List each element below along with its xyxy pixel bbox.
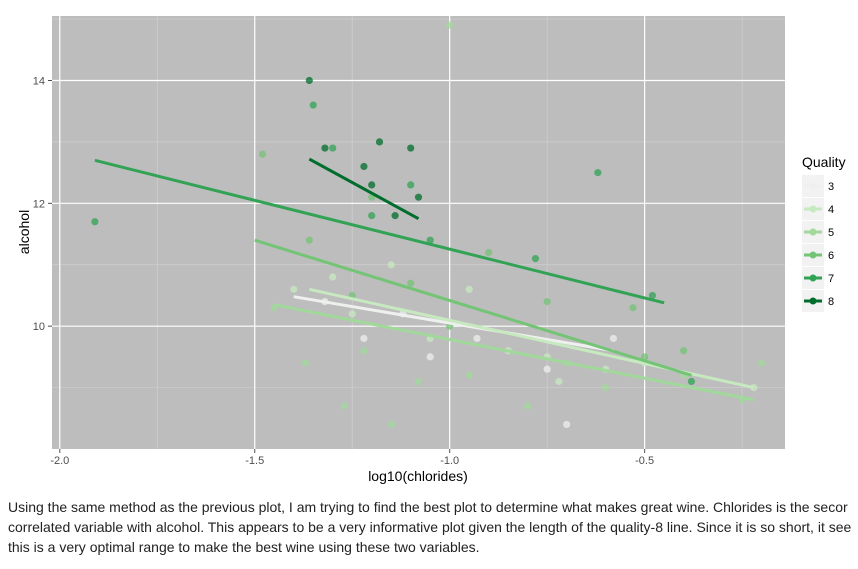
x-tick-label: -0.5: [635, 455, 654, 467]
legend-key-point: [809, 297, 817, 305]
data-point-quality-6: [305, 236, 313, 244]
legend-key-point: [809, 205, 817, 213]
legend-key-point: [809, 274, 817, 282]
legend-label-quality-8: 8: [828, 296, 834, 308]
data-point-quality-4: [465, 285, 473, 293]
data-point-quality-4: [387, 261, 395, 269]
regression-line-quality-5: [273, 303, 755, 402]
regression-line-quality-3: [293, 295, 614, 353]
legend-key-point: [809, 228, 817, 236]
data-point-quality-8: [414, 193, 423, 201]
y-tick-label: 14: [33, 75, 45, 87]
data-point-quality-7: [426, 236, 434, 244]
data-point-quality-6: [485, 248, 493, 257]
data-point-quality-3: [426, 353, 434, 361]
data-point-quality-5: [446, 21, 454, 29]
data-point-quality-7: [91, 218, 99, 226]
data-point-quality-5: [360, 347, 368, 355]
legend-label-quality-5: 5: [828, 227, 834, 239]
legend-label-quality-4: 4: [828, 204, 834, 216]
data-point-quality-5: [602, 383, 610, 392]
data-point-quality-5: [758, 359, 766, 367]
data-point-quality-7: [531, 255, 540, 263]
data-point-quality-3: [360, 334, 368, 343]
x-tick-label: -1.0: [440, 455, 459, 467]
data-point-quality-8: [360, 162, 368, 171]
data-point-quality-4: [348, 310, 356, 318]
legend-title: Quality: [802, 154, 846, 170]
legend-label-quality-7: 7: [828, 273, 834, 285]
x-axis-title: log10(chlorides): [368, 468, 468, 484]
data-point-quality-7: [594, 169, 602, 177]
data-point-quality-6: [680, 347, 688, 355]
data-point-quality-4: [290, 285, 298, 293]
data-point-quality-8: [375, 138, 384, 146]
data-point-quality-5: [465, 371, 473, 379]
data-point-quality-5: [524, 402, 532, 410]
data-point-quality-6: [629, 304, 637, 312]
legend-key-point: [809, 182, 817, 190]
data-point-quality-3: [543, 365, 551, 373]
data-point-quality-8: [305, 76, 313, 85]
y-tick-label: 12: [33, 198, 45, 210]
data-point-quality-4: [329, 273, 337, 281]
data-point-quality-6: [543, 297, 551, 306]
legend-key-point: [809, 251, 817, 259]
regression-line-quality-6: [254, 238, 692, 377]
data-point-quality-8: [391, 212, 399, 220]
data-point-quality-8: [407, 144, 415, 152]
legend-label-quality-6: 6: [828, 250, 834, 262]
data-point-quality-5: [414, 377, 423, 386]
data-point-quality-6: [641, 353, 649, 361]
data-point-quality-7: [648, 291, 657, 300]
x-axis: -2.0 -1.5 -1.0 -0.5: [50, 449, 654, 467]
data-point-quality-7: [407, 181, 415, 189]
regression-lines: [94, 157, 755, 402]
data-point-quality-7: [687, 377, 696, 386]
x-tick-label: -1.5: [245, 455, 264, 467]
data-point-quality-7: [329, 144, 337, 152]
y-tick-label: 10: [33, 321, 45, 333]
data-point-quality-3: [609, 334, 618, 343]
major-grid: [52, 16, 785, 449]
legend: Quality 3 4 5 6 7 8: [802, 154, 846, 312]
description-paragraph: Using the same method as the previous pl…: [8, 499, 852, 555]
data-point-quality-3: [473, 334, 481, 343]
scatter-chart: -2.0 -1.5 -1.0 -0.5 10 12 14 log10(chlorides)…: [16, 16, 846, 484]
data-point-quality-6: [258, 150, 267, 158]
regression-line-quality-7: [94, 158, 665, 305]
regression-line-quality-8: [308, 157, 420, 220]
data-point-quality-7: [368, 212, 376, 220]
data-point-quality-5: [340, 402, 349, 410]
x-tick-label: -2.0: [50, 455, 69, 467]
plot-panel: [52, 16, 785, 449]
data-point-quality-4: [555, 377, 563, 386]
data-point-quality-5: [387, 420, 395, 429]
data-point-quality-7: [309, 101, 317, 109]
data-point-quality-6: [407, 279, 415, 287]
data-point-quality-3: [563, 420, 571, 429]
data-point-quality-8: [368, 181, 376, 189]
y-axis-title: alcohol: [16, 210, 32, 254]
data-point-quality-5: [301, 359, 310, 367]
data-point-quality-8: [321, 144, 329, 152]
y-axis: 10 12 14: [33, 75, 52, 333]
minor-grid: [52, 16, 785, 449]
legend-label-quality-3: 3: [828, 181, 834, 193]
